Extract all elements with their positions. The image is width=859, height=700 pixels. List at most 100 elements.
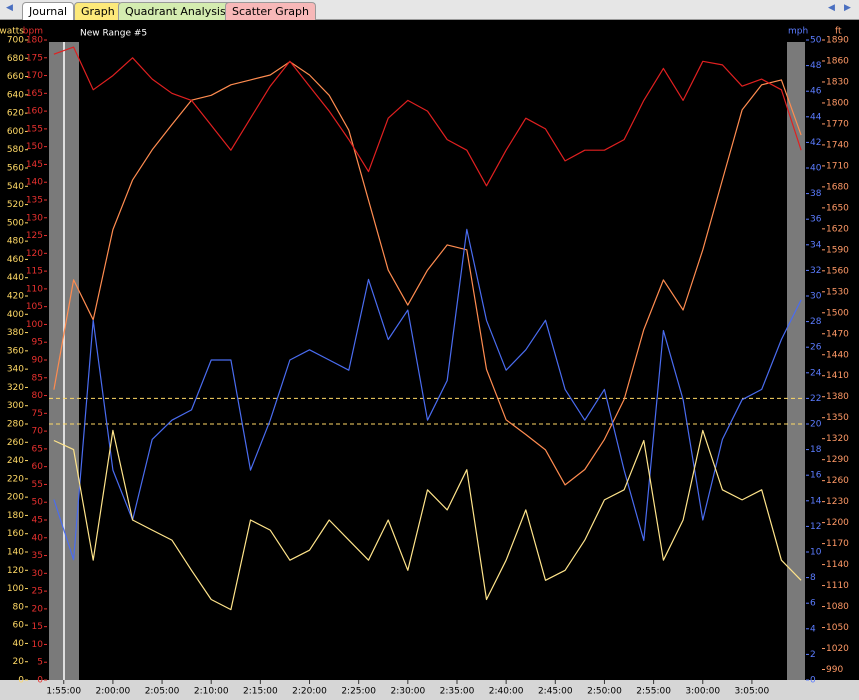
y-tick-label: 1020 — [826, 644, 849, 654]
y-tick-label: 100 — [7, 584, 24, 594]
y-tick-label: 50 — [810, 36, 822, 46]
y-tick-label: 60 — [32, 462, 44, 472]
y-tick-label: 12 — [810, 522, 821, 532]
x-tick-label: 1:55:00 — [46, 687, 81, 697]
x-tick-label: 2:05:00 — [145, 687, 180, 697]
y-tick-label: 1590 — [826, 245, 849, 255]
y-tick-label: 40 — [13, 639, 25, 649]
y-tick-label: 1890 — [826, 36, 849, 46]
y-tick-label: 26 — [810, 343, 822, 353]
y-tick-label: 580 — [7, 145, 24, 155]
y-tick-label: 32 — [810, 266, 821, 276]
axis-label: bpm — [23, 27, 43, 37]
x-tick-label: 3:00:00 — [685, 687, 720, 697]
y-tick-label: 1680 — [826, 182, 849, 192]
y-tick-label: 340 — [7, 365, 24, 375]
y-tick-label: 480 — [7, 237, 24, 247]
y-tick-label: 1170 — [826, 539, 849, 549]
y-tick-label: 16 — [810, 471, 822, 481]
series-line — [53, 429, 802, 611]
axis-label: mph — [788, 27, 808, 37]
y-tick-label: 1500 — [826, 308, 849, 318]
y-tick-label: 140 — [26, 178, 43, 188]
y-tick-label: 30 — [32, 569, 44, 579]
tab[interactable]: Journal — [22, 2, 75, 20]
y-tick-label: 420 — [7, 292, 24, 302]
y-tick-label: 1260 — [826, 476, 849, 486]
y-tick-label: 30 — [810, 292, 822, 302]
y-tick-label: 165 — [26, 89, 43, 99]
axis-label: watts — [0, 27, 24, 37]
scroll-left[interactable]: ◀ — [6, 3, 13, 13]
x-tick-label: 2:50:00 — [587, 687, 622, 697]
y-tick-label: 400 — [7, 310, 24, 320]
tab[interactable]: Graph — [74, 2, 122, 20]
y-tick-label: 170 — [26, 71, 43, 81]
y-tick-label: 460 — [7, 255, 24, 265]
y-tick-label: 0 — [18, 676, 24, 686]
y-tick-label: 60 — [13, 621, 25, 631]
y-tick-label: 320 — [7, 383, 24, 393]
scroll-right[interactable]: ▶ — [844, 3, 851, 13]
y-tick-label: 35 — [32, 551, 43, 561]
y-tick-label: 20 — [13, 657, 25, 667]
y-tick-label: 115 — [26, 267, 43, 277]
y-tick-label: 240 — [7, 456, 24, 466]
y-tick-label: 700 — [7, 36, 24, 46]
y-tick-label: 180 — [26, 36, 43, 46]
series-line — [53, 228, 802, 561]
y-tick-label: 45 — [32, 516, 43, 526]
y-tick-label: 1470 — [826, 329, 849, 339]
y-tick-label: 55 — [32, 480, 43, 490]
y-tick-label: 640 — [7, 90, 24, 100]
y-tick-label: 5 — [37, 658, 43, 668]
y-tick-label: 1200 — [826, 518, 849, 528]
y-tick-label: 28 — [810, 317, 822, 327]
y-tick-label: 130 — [26, 213, 43, 223]
y-tick-label: 200 — [7, 493, 24, 503]
y-tick-label: 180 — [7, 511, 24, 521]
axis-label: ft — [835, 27, 842, 37]
y-tick-label: 1110 — [826, 581, 849, 591]
tab-bar: ◀ Journal Graph Quadrant Analysis Scatte… — [0, 0, 859, 20]
y-tick-label: 990 — [826, 665, 843, 675]
y-tick-label: 380 — [7, 328, 24, 338]
x-tick-label: 2:15:00 — [243, 687, 278, 697]
y-tick-label: 36 — [810, 215, 822, 225]
y-tick-label: 500 — [7, 218, 24, 228]
y-tick-label: 1710 — [826, 161, 849, 171]
series-line — [53, 46, 802, 187]
y-tick-label: 145 — [26, 160, 43, 170]
y-tick-label: 1350 — [826, 413, 849, 423]
tab[interactable]: Scatter Graph — [225, 2, 316, 20]
y-tick-label: 40 — [32, 533, 44, 543]
x-tick-label: 2:35:00 — [440, 687, 475, 697]
y-tick-label: 1380 — [826, 392, 849, 402]
range-shade — [787, 42, 805, 680]
y-tick-label: 42 — [810, 138, 821, 148]
x-tick-label: 2:40:00 — [489, 687, 524, 697]
y-tick-label: 1050 — [826, 623, 849, 633]
time-axis-strip — [0, 680, 859, 700]
y-tick-label: 85 — [32, 373, 43, 383]
y-tick-label: 660 — [7, 72, 24, 82]
y-tick-label: 8 — [810, 573, 816, 583]
x-tick-label: 3:05:00 — [735, 687, 770, 697]
y-tick-label: 175 — [26, 53, 43, 63]
y-tick-label: 38 — [810, 189, 822, 199]
y-tick-label: 120 — [26, 249, 43, 259]
y-tick-label: 1830 — [826, 77, 849, 87]
y-tick-label: 75 — [32, 409, 43, 419]
y-tick-label: 1290 — [826, 455, 849, 465]
y-tick-label: 150 — [26, 142, 43, 152]
y-tick-label: 1320 — [826, 434, 849, 444]
scroll-left[interactable]: ◀ — [828, 3, 835, 13]
y-tick-label: 90 — [32, 356, 44, 366]
y-tick-label: 680 — [7, 54, 24, 64]
y-tick-label: 44 — [810, 112, 822, 122]
x-tick-label: 2:20:00 — [292, 687, 327, 697]
y-tick-label: 155 — [26, 124, 43, 134]
y-tick-label: 1740 — [826, 140, 849, 150]
y-tick-label: 600 — [7, 127, 24, 137]
tab[interactable]: Quadrant Analysis — [118, 2, 233, 20]
